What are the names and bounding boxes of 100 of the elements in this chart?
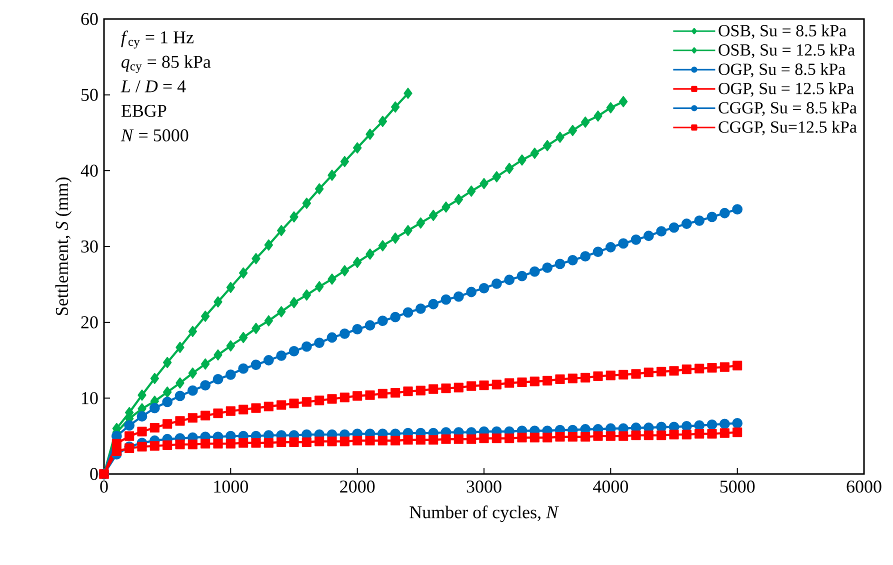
point	[276, 306, 286, 318]
legend-label: CGGP, Su = 8.5 kPa	[718, 102, 857, 116]
x-tick-label: 6000	[846, 480, 882, 493]
point	[238, 404, 248, 414]
y-axis-title: Settlement, S (mm)	[55, 178, 72, 316]
point	[327, 394, 337, 404]
point	[124, 420, 135, 431]
point	[415, 303, 426, 314]
point	[200, 310, 210, 322]
legend-label: OSB, Su = 8.5 kPa	[718, 24, 846, 39]
point	[568, 374, 578, 384]
point	[530, 376, 540, 386]
point	[366, 248, 374, 260]
point	[276, 350, 287, 361]
point	[314, 436, 324, 446]
point	[491, 278, 502, 289]
point	[352, 391, 362, 401]
point	[630, 234, 642, 245]
point	[364, 320, 376, 331]
point	[302, 397, 312, 407]
point	[175, 416, 185, 426]
point	[290, 211, 298, 223]
point	[682, 364, 692, 374]
point	[264, 315, 274, 326]
point	[162, 356, 172, 368]
point	[175, 440, 185, 450]
point	[504, 274, 515, 286]
point	[568, 124, 578, 136]
point	[682, 430, 692, 440]
point	[542, 140, 552, 152]
point	[402, 307, 414, 318]
point	[301, 341, 312, 352]
point	[188, 413, 198, 423]
point	[328, 170, 336, 181]
point	[288, 346, 300, 356]
point	[707, 429, 717, 439]
point	[188, 440, 198, 450]
point	[251, 403, 261, 413]
x-tick-label: 5000	[720, 480, 755, 493]
point	[529, 266, 540, 277]
point	[390, 312, 401, 322]
y-tick-label: 10	[82, 392, 98, 404]
point	[314, 281, 324, 292]
legend-label: OGP, Su = 12.5 kPa	[718, 82, 854, 97]
point	[378, 388, 388, 398]
annotation: f$_{cy}$ = 1 Hz	[121, 30, 194, 49]
point	[593, 371, 603, 381]
point	[694, 429, 704, 439]
point	[504, 378, 514, 388]
point	[530, 432, 540, 442]
point	[290, 297, 298, 308]
point	[188, 368, 198, 379]
point	[252, 253, 260, 264]
point	[162, 440, 172, 450]
point	[225, 369, 236, 380]
point	[214, 349, 222, 361]
point	[454, 382, 464, 392]
point	[428, 210, 438, 222]
point	[681, 218, 692, 229]
point	[365, 390, 375, 400]
point	[366, 128, 374, 140]
point	[352, 324, 363, 334]
point	[238, 438, 248, 448]
point	[276, 437, 286, 447]
point	[238, 267, 248, 279]
y-tick-label: 40	[80, 164, 98, 177]
point	[339, 328, 350, 339]
point	[466, 286, 477, 298]
point	[719, 418, 730, 430]
point	[480, 178, 488, 190]
point	[377, 316, 388, 326]
point	[492, 380, 502, 390]
point	[226, 340, 236, 352]
point	[213, 408, 223, 418]
legend-label: OGP, Su = 8.5 kPa	[718, 63, 846, 78]
point	[479, 380, 489, 390]
point	[606, 102, 616, 114]
point	[618, 96, 628, 108]
point	[137, 426, 147, 436]
point	[643, 230, 654, 242]
point	[428, 435, 438, 445]
point	[719, 208, 730, 218]
y-tick-label: 60	[81, 12, 98, 26]
x-tick-label: 0	[100, 480, 108, 493]
point	[112, 446, 122, 456]
point	[466, 381, 476, 391]
point	[492, 434, 502, 444]
point	[176, 342, 184, 353]
point	[556, 132, 564, 143]
point	[264, 239, 274, 251]
point	[314, 338, 325, 348]
point	[200, 410, 210, 420]
point	[530, 148, 540, 159]
point	[555, 374, 565, 384]
point	[454, 194, 464, 206]
point	[732, 418, 743, 428]
point	[466, 434, 476, 444]
point	[720, 428, 730, 438]
point	[137, 442, 147, 452]
point	[340, 436, 350, 446]
